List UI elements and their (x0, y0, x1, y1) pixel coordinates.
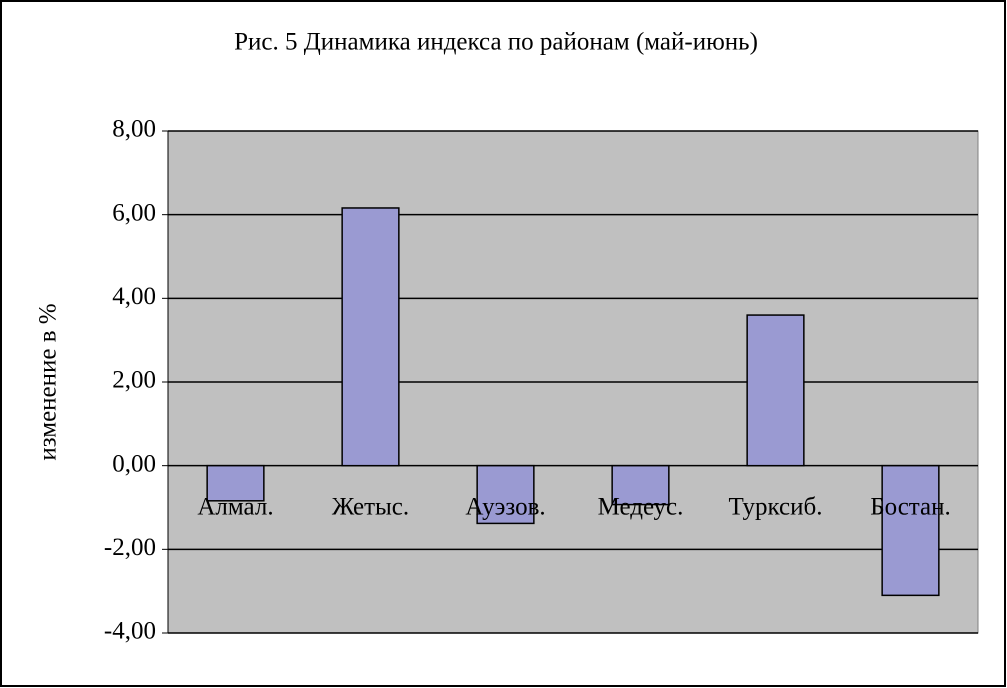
x-tick-label: Жетыс. (332, 493, 409, 520)
x-tick-label: Медеус. (598, 493, 684, 520)
y-tick-label: -2,00 (104, 534, 156, 561)
x-tick-label: Алмал. (197, 493, 273, 520)
y-tick-label: 6,00 (112, 199, 156, 226)
bar (746, 314, 805, 467)
bar (341, 207, 400, 467)
bar (206, 464, 265, 502)
y-tick-label: 4,00 (112, 283, 156, 310)
y-tick-label: 2,00 (112, 367, 156, 394)
y-tick-label: -4,00 (104, 618, 156, 645)
chart-title: Рис. 5 Динамика индекса по районам (май-… (234, 29, 758, 56)
bar (881, 464, 940, 597)
x-tick-label: Ауэзов. (465, 493, 545, 520)
bar (476, 464, 535, 525)
y-axis-label: изменение в % (35, 303, 62, 460)
x-tick-label: Бостан. (870, 493, 951, 520)
y-tick-label: 8,00 (112, 116, 156, 143)
bar (611, 464, 670, 506)
x-tick-label: Турксиб. (729, 493, 823, 520)
y-tick-label: 0,00 (112, 450, 156, 477)
